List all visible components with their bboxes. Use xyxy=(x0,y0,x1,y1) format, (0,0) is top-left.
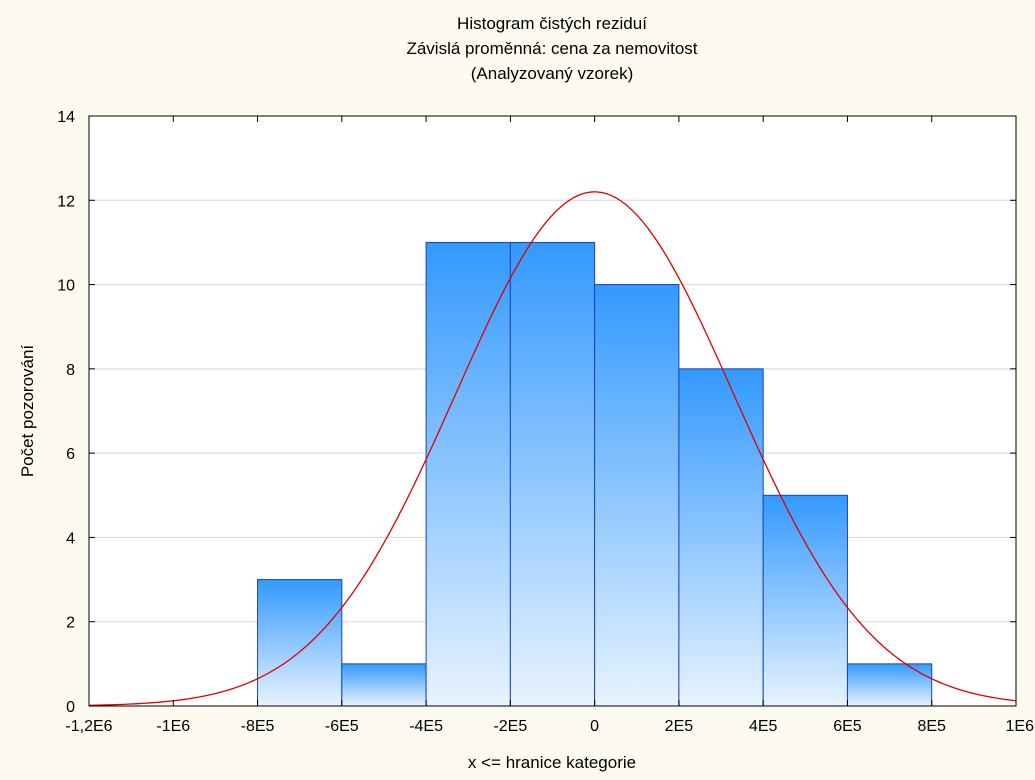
y-tick-labels: 0 2 4 6 8 10 12 14 xyxy=(57,109,75,716)
x-tick-label: 0 xyxy=(590,718,599,735)
x-axis-label: x <= hranice kategorie xyxy=(468,753,636,772)
x-tick-label: 6E5 xyxy=(833,718,862,735)
y-tick-label: 10 xyxy=(57,278,75,295)
histogram-bar xyxy=(341,663,427,707)
axis-ticks xyxy=(88,115,1017,707)
x-tick-label: 1E6 xyxy=(1006,718,1035,735)
y-axis-label: Počet pozorování xyxy=(18,345,37,478)
chart-title: Histogram čistých reziduí Závislá proměnn… xyxy=(406,14,697,83)
plot-frame xyxy=(88,115,1017,707)
x-tick-label: -2E5 xyxy=(493,718,527,735)
x-tick-label: 4E5 xyxy=(749,718,778,735)
y-tick-label: 6 xyxy=(66,446,75,463)
normal-curve xyxy=(88,191,1017,706)
histogram-bar xyxy=(762,494,848,707)
histogram-bar xyxy=(594,284,680,707)
x-tick-label: -1E6 xyxy=(156,718,190,735)
y-tick-label: 2 xyxy=(66,615,75,632)
chart-title-line: Histogram čistých reziduí xyxy=(457,14,647,33)
bars xyxy=(257,241,933,707)
chart-title-line: (Analyzovaný vzorek) xyxy=(471,64,634,83)
chart-title-line: Závislá proměnná: cena za nemovitost xyxy=(406,39,697,58)
histogram-bar xyxy=(678,368,764,707)
histogram-bar xyxy=(509,241,596,707)
y-tick-label: 4 xyxy=(66,530,75,547)
y-tick-label: 0 xyxy=(66,699,75,716)
x-tick-label: -1,2E6 xyxy=(65,718,112,735)
histogram-bar xyxy=(846,663,933,707)
histogram-bar xyxy=(425,241,511,707)
x-tick-labels: -1,2E6 -1E6 -8E5 -6E5 -4E5 -2E5 0 2E5 4E5 6E5 8E5 1… xyxy=(65,718,1034,735)
x-tick-label: 2E5 xyxy=(665,718,694,735)
y-tick-label: 14 xyxy=(57,109,75,126)
histogram-bar xyxy=(257,579,343,707)
x-tick-label: -4E5 xyxy=(409,718,443,735)
x-tick-label: 8E5 xyxy=(917,718,946,735)
x-tick-label: -8E5 xyxy=(241,718,275,735)
x-tick-label: -6E5 xyxy=(325,718,359,735)
y-tick-label: 12 xyxy=(57,193,75,210)
y-tick-label: 8 xyxy=(66,362,75,379)
